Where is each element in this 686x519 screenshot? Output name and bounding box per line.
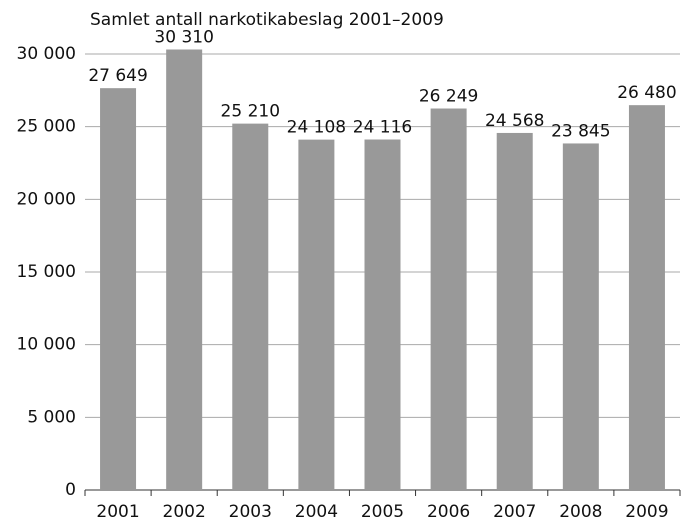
value-label: 23 845 (551, 121, 610, 141)
y-tick-label: 25 000 (17, 117, 76, 137)
x-tick-label: 2004 (295, 502, 338, 519)
bar (430, 108, 467, 491)
x-tick-label: 2007 (493, 502, 536, 519)
x-tick-label: 2003 (229, 502, 272, 519)
x-tick-label: 2005 (361, 502, 404, 519)
y-tick-label: 10 000 (17, 335, 76, 355)
value-label: 24 108 (287, 118, 346, 138)
y-tick-label: 5 000 (27, 407, 76, 427)
value-label: 26 249 (419, 87, 478, 107)
y-tick-label: 30 000 (17, 44, 76, 64)
x-tick-label: 2008 (559, 502, 602, 519)
chart-title: Samlet antall narkotikabeslag 2001–2009 (90, 10, 444, 30)
y-tick-label: 0 (65, 480, 76, 500)
value-label: 24 116 (353, 118, 412, 138)
bar (628, 105, 665, 490)
bar (496, 132, 533, 490)
y-tick-label: 15 000 (17, 262, 76, 282)
bar (562, 143, 599, 490)
value-label: 24 568 (485, 111, 544, 131)
y-tick-label: 20 000 (17, 189, 76, 209)
bar (232, 123, 269, 490)
value-label: 25 210 (221, 102, 280, 122)
bar (364, 139, 401, 490)
x-tick-label: 2001 (96, 502, 139, 519)
x-tick-label: 2006 (427, 502, 470, 519)
bar (100, 88, 137, 490)
bar (298, 139, 335, 490)
bar (166, 49, 203, 491)
value-label: 26 480 (617, 83, 676, 103)
x-tick-label: 2002 (163, 502, 206, 519)
value-label: 27 649 (88, 66, 147, 86)
x-tick-label: 2009 (625, 502, 668, 519)
value-label: 30 310 (154, 27, 213, 47)
